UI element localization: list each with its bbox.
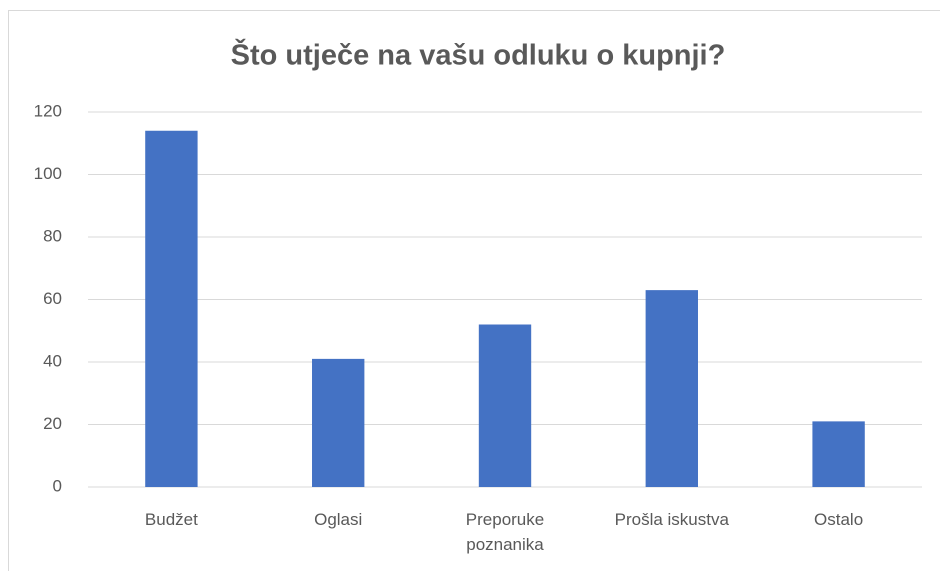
y-tick-label: 60	[43, 289, 62, 308]
y-tick-label: 120	[34, 101, 62, 120]
y-tick-label: 100	[34, 164, 62, 183]
x-tick-label: Ostalo	[814, 510, 864, 529]
bar	[145, 130, 198, 487]
y-tick-label: 40	[43, 351, 62, 370]
x-tick-label: Prošla iskustva	[614, 510, 729, 529]
chart-border	[8, 10, 940, 571]
y-tick-label: 20	[43, 414, 62, 433]
bar	[478, 324, 532, 487]
x-tick-label: Preporuke poznanika	[465, 510, 545, 554]
y-tick-label: 80	[43, 226, 62, 245]
x-tick-label: Oglasi	[314, 510, 363, 529]
chart-title: Što utječe na vašu odluku o kupnji?	[231, 38, 726, 72]
bar	[312, 358, 365, 487]
x-tick-label: Budžet	[144, 510, 198, 529]
y-tick-label: 0	[53, 476, 62, 495]
bar	[812, 421, 865, 487]
bar	[645, 290, 698, 487]
